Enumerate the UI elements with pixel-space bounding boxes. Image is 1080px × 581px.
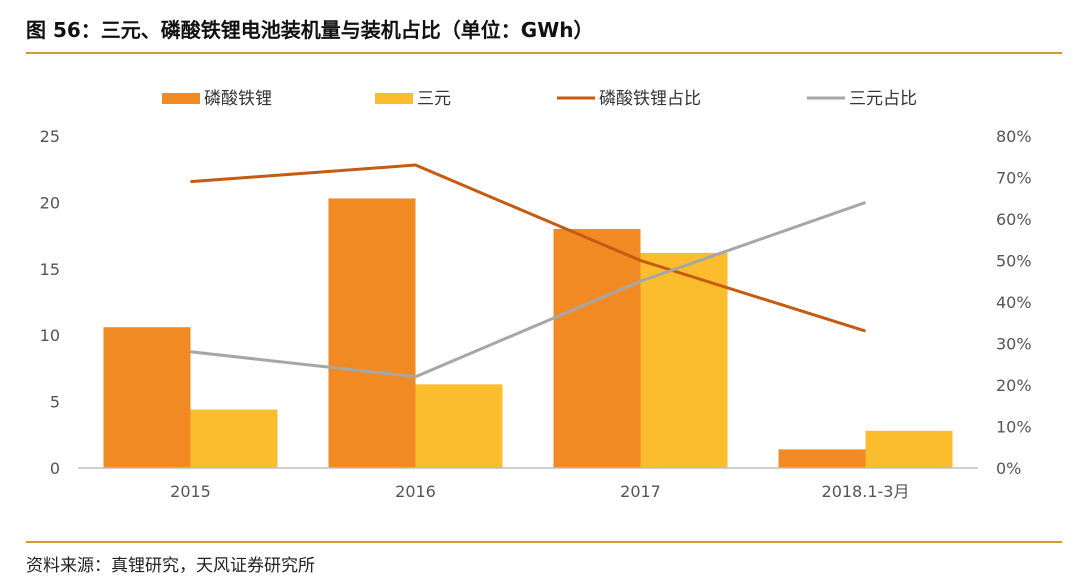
bar <box>778 449 866 468</box>
legend-label: 磷酸铁锂 <box>204 89 272 109</box>
footer-divider <box>26 541 1062 543</box>
bar-series <box>103 198 953 468</box>
bar <box>553 228 641 468</box>
right-axis-tick-label: 60% <box>996 210 1032 229</box>
legend-label: 磷酸铁锂占比 <box>599 89 701 109</box>
left-axis-tick-label: 25 <box>40 127 60 146</box>
left-axis-tick-label: 10 <box>40 326 60 345</box>
series-line <box>190 200 866 379</box>
right-axis-tick-label: 80% <box>996 127 1032 146</box>
right-axis-tick-label: 30% <box>996 335 1032 354</box>
bar <box>415 384 503 468</box>
bar <box>190 409 278 468</box>
x-axis: 2015 2016 2017 2018.1-3月 <box>170 482 909 501</box>
legend-swatch <box>375 93 413 104</box>
bar <box>328 198 416 468</box>
bar <box>103 327 191 468</box>
right-axis-tick-label: 70% <box>996 169 1032 188</box>
left-axis-tick-label: 0 <box>50 459 60 478</box>
right-axis-tick-label: 50% <box>996 252 1032 271</box>
left-axis-tick-label: 15 <box>40 260 60 279</box>
right-axis-tick-label: 10% <box>996 418 1032 437</box>
line-series <box>190 163 866 379</box>
x-axis-tick-label: 2016 <box>395 482 436 501</box>
legend: 磷酸铁锂 三元 磷酸铁锂占比 三元占比 <box>162 89 917 109</box>
right-axis-tick-label: 40% <box>996 293 1032 312</box>
legend-swatch <box>162 93 200 104</box>
legend-label: 三元 <box>417 89 451 109</box>
source-note: 资料来源：真锂研究，天风证券研究所 <box>26 556 315 576</box>
series-line <box>190 163 866 333</box>
right-axis-tick-label: 0% <box>996 459 1021 478</box>
legend-label: 三元占比 <box>849 89 917 109</box>
title-divider <box>26 52 1062 54</box>
left-axis-tick-label: 20 <box>40 193 60 212</box>
x-axis-tick-label: 2017 <box>620 482 661 501</box>
left-axis-tick-label: 5 <box>50 393 60 412</box>
x-axis-tick-label: 2018.1-3月 <box>822 482 910 501</box>
bar <box>865 430 953 468</box>
right-axis: 0% 10% 20% 30% 40% 50% 60% 70% 80% <box>996 127 1032 478</box>
chart-title: 图 56：三元、磷酸铁锂电池装机量与装机占比（单位：GWh） <box>26 18 594 42</box>
x-axis-tick-label: 2015 <box>170 482 211 501</box>
right-axis-tick-label: 20% <box>996 376 1032 395</box>
left-axis: 0 5 10 15 20 25 <box>40 127 60 478</box>
bar <box>640 252 728 468</box>
